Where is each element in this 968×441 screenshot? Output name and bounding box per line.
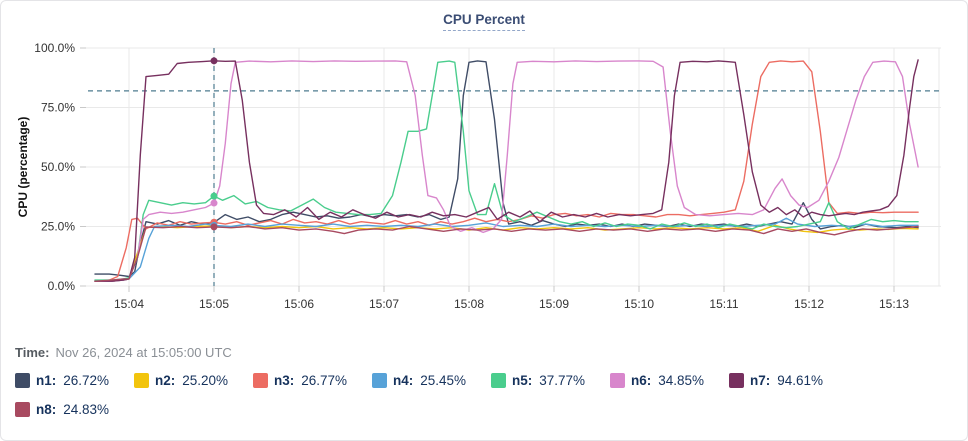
y-tick-label: 50.0% xyxy=(41,160,75,174)
x-tick-label: 15:06 xyxy=(284,297,314,311)
x-tick-label: 15:04 xyxy=(114,297,144,311)
legend-series-name: n6: xyxy=(631,373,652,388)
series-line-n6 xyxy=(94,60,919,282)
x-tick-label: 15:07 xyxy=(369,297,399,311)
legend-item-n2[interactable]: n2: 25.20% xyxy=(134,373,253,388)
legend-swatch xyxy=(134,373,149,388)
x-tick-label: 15:08 xyxy=(454,297,484,311)
legend-swatch xyxy=(729,373,744,388)
legend-series-name: n2: xyxy=(155,373,176,388)
series-line-n8 xyxy=(94,225,919,282)
legend-item-n1[interactable]: n1: 26.72% xyxy=(15,373,134,388)
legend-swatch xyxy=(253,373,268,388)
legend-row-1: n1: 26.72% n2: 25.20% n3: 26.77% n4: 25.45% n5: 3… xyxy=(15,373,848,388)
legend-series-value: 26.77% xyxy=(301,373,348,388)
legend-series-value: 34.85% xyxy=(658,373,705,388)
legend-item-n4[interactable]: n4: 25.45% xyxy=(372,373,491,388)
legend-series-name: n7: xyxy=(750,373,771,388)
legend-swatch xyxy=(491,373,506,388)
series-line-n5 xyxy=(94,60,919,281)
crosshair-dot-n8 xyxy=(210,223,218,231)
x-tick-label: 15:05 xyxy=(199,297,229,311)
y-tick-label: 100.0% xyxy=(34,41,75,55)
crosshair-dot-n7 xyxy=(210,57,218,65)
legend-swatch xyxy=(372,373,387,388)
y-axis-title: CPU (percentage) xyxy=(16,117,30,218)
legend-swatch xyxy=(15,402,30,417)
x-tick-label: 15:11 xyxy=(709,297,738,311)
hover-time-row: Time: Nov 26, 2024 at 15:05:00 UTC xyxy=(15,345,232,360)
y-tick-label: 0.0% xyxy=(48,279,76,293)
x-tick-label: 15:13 xyxy=(879,297,909,311)
legend-swatch xyxy=(15,373,30,388)
legend-series-value: 26.72% xyxy=(63,373,110,388)
series-line-n3 xyxy=(94,60,919,282)
chart-title-wrap: CPU Percent xyxy=(1,11,967,31)
x-tick-label: 15:10 xyxy=(624,297,654,311)
legend-series-name: n3: xyxy=(274,373,295,388)
series-line-n7 xyxy=(94,59,919,282)
legend-item-n5[interactable]: n5: 37.77% xyxy=(491,373,610,388)
legend-row-2: n8: 24.83% xyxy=(15,402,134,417)
legend-series-value: 37.77% xyxy=(539,373,586,388)
chart-title[interactable]: CPU Percent xyxy=(443,12,525,31)
time-value: Nov 26, 2024 at 15:05:00 UTC xyxy=(55,345,232,360)
legend-series-value: 25.20% xyxy=(182,373,229,388)
legend-series-value: 24.83% xyxy=(63,402,110,417)
y-tick-label: 75.0% xyxy=(41,101,75,115)
legend-series-name: n1: xyxy=(36,373,57,388)
legend-series-name: n5: xyxy=(512,373,533,388)
legend-series-name: n4: xyxy=(393,373,414,388)
series-line-n2 xyxy=(94,224,919,282)
cpu-line-chart[interactable]: 0.0% 25.0% 50.0% 75.0% 100.0% 15:04 15:05 15:06… xyxy=(1,1,968,321)
legend-item-n3[interactable]: n3: 26.77% xyxy=(253,373,372,388)
y-tick-label: 25.0% xyxy=(41,220,75,234)
legend-series-value: 25.45% xyxy=(420,373,467,388)
legend-swatch xyxy=(610,373,625,388)
x-tick-label: 15:09 xyxy=(539,297,569,311)
legend-item-n8[interactable]: n8: 24.83% xyxy=(15,402,134,417)
legend-item-n7[interactable]: n7: 94.61% xyxy=(729,373,848,388)
legend-series-value: 94.61% xyxy=(777,373,824,388)
legend-item-n6[interactable]: n6: 34.85% xyxy=(610,373,729,388)
legend-series-name: n8: xyxy=(36,402,57,417)
series-line-n4 xyxy=(94,217,919,282)
crosshair-dot-n5 xyxy=(210,192,218,200)
crosshair-dot-n6 xyxy=(210,199,218,207)
time-label: Time: xyxy=(15,345,50,360)
x-tick-label: 15:12 xyxy=(794,297,824,311)
